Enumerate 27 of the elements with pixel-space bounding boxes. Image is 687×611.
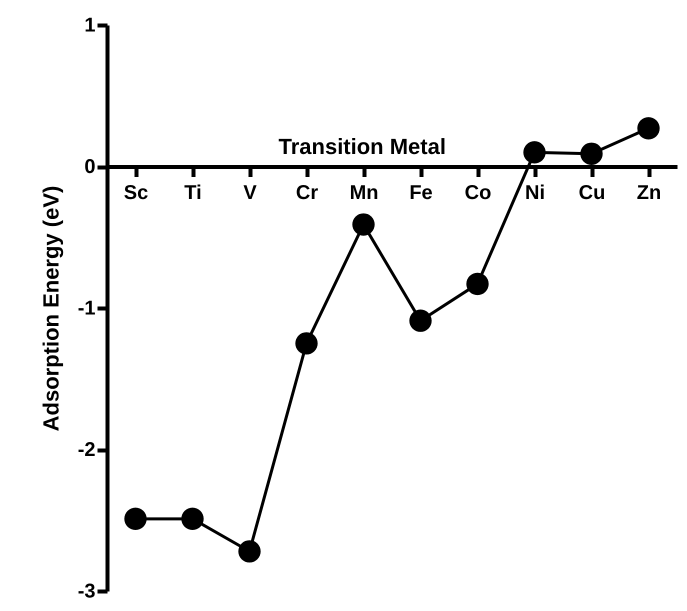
point bbox=[580, 142, 603, 165]
x-tick-label: Cu bbox=[578, 182, 606, 204]
point bbox=[124, 508, 147, 530]
y-axis-title: Adsorption Energy (eV) bbox=[38, 186, 64, 432]
x-tick-label: V bbox=[243, 182, 258, 204]
point bbox=[466, 272, 489, 296]
point bbox=[352, 213, 375, 236]
point bbox=[238, 540, 261, 563]
point bbox=[637, 117, 660, 140]
x-axis-title: Transition Metal bbox=[278, 134, 446, 159]
x-tick-label: Ti bbox=[184, 182, 202, 204]
y-tick-label: -2 bbox=[78, 439, 96, 461]
x-tick-label: Zn bbox=[636, 182, 662, 204]
point bbox=[409, 310, 432, 332]
y-tick-label: -3 bbox=[78, 580, 96, 602]
y-tick-label: -1 bbox=[78, 298, 96, 320]
x-tick-label: Fe bbox=[409, 182, 433, 204]
x-tick-label: Sc bbox=[124, 182, 148, 204]
y-tick-label: 1 bbox=[84, 14, 96, 36]
point bbox=[295, 332, 318, 355]
x-tick-label: Mn bbox=[350, 182, 378, 204]
point bbox=[181, 508, 204, 530]
x-tick-label: Co bbox=[464, 182, 492, 204]
x-tick-label: Cr bbox=[296, 182, 318, 204]
point bbox=[523, 141, 546, 164]
x-tick-label: Ni bbox=[525, 182, 545, 204]
y-tick-label: 0 bbox=[84, 156, 96, 178]
